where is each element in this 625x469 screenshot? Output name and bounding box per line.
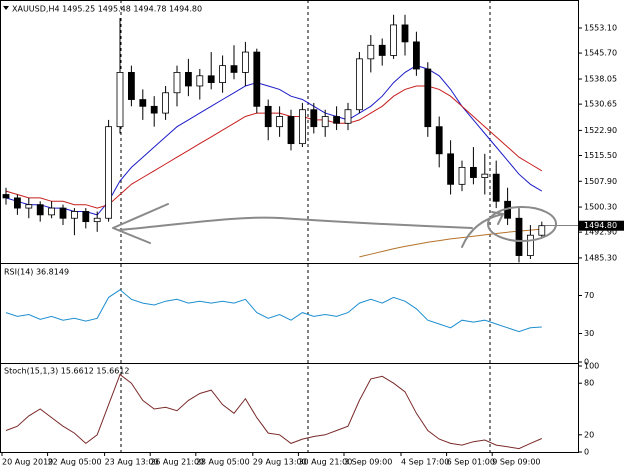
y-tick-label: 0 [584, 448, 589, 457]
y-tick-label: 0 [584, 358, 589, 367]
candle-body [298, 109, 306, 145]
indicator-line [5, 289, 542, 333]
x-tick-label: 6 Sep 01:00 [447, 458, 495, 467]
candle-body [424, 68, 432, 128]
ma-line [5, 85, 543, 209]
y-tick-label: 100 [584, 362, 599, 371]
frame [0, 0, 579, 453]
x-tick-label: 9 Sep 09:00 [492, 458, 540, 467]
y-tick-label: 1507.90 [584, 177, 617, 186]
y-tick-label: 1530.65 [584, 100, 617, 109]
candle-body [481, 173, 489, 178]
marks: 1553.10 1545.70 1538.05 1530.65 1522.90 1515.… [1, 14, 624, 467]
candle-body [230, 65, 238, 73]
current-price-box [579, 220, 624, 231]
candle-body [458, 166, 466, 185]
circle [487, 206, 557, 242]
x-tick-label: 30 Aug 21:00 [298, 458, 352, 467]
ma-line [359, 228, 542, 258]
indicator-line [5, 373, 542, 450]
candle-body [287, 116, 295, 145]
candle-body [253, 51, 261, 107]
panel-title: Stoch(15,1,3) 15.6612 15.6612 [4, 367, 130, 376]
candle-body [344, 109, 352, 124]
candle-body [321, 116, 329, 128]
y-tick-label: 1553.10 [584, 23, 617, 32]
y-tick-label: 80 [584, 379, 594, 388]
candle-body [527, 234, 534, 256]
candle-body [139, 99, 147, 107]
candle-body [264, 105, 272, 128]
y-tick-label: 30 [584, 329, 594, 338]
candle-body [71, 211, 78, 219]
candle-body [59, 207, 67, 219]
y-tick-label: 1515.50 [584, 151, 617, 160]
x-tick-label: 29 Aug 13:00 [253, 458, 307, 467]
candle-body [13, 197, 21, 209]
candle-body [538, 225, 546, 236]
y-tick-label: 1545.70 [584, 49, 617, 58]
candle-body [435, 126, 443, 155]
annotations [112, 203, 557, 248]
candle-body [310, 109, 318, 128]
candle-body [162, 92, 170, 114]
x-tick-label: 20 Aug 2019 [2, 458, 53, 467]
y-tick-label: 1538.05 [584, 75, 617, 84]
candle-body [447, 153, 455, 185]
candle-body [390, 24, 398, 56]
x-tick-label: 3 Sep 09:00 [344, 458, 392, 467]
candle-body [36, 204, 44, 216]
candle-body [116, 72, 124, 128]
current-price-label: 1494.80 [584, 221, 617, 230]
candle-body [219, 65, 227, 83]
candle-body [492, 173, 500, 202]
candle-body [207, 75, 215, 83]
candle-body [412, 41, 420, 70]
candle-body [105, 126, 112, 219]
candle-body [48, 207, 55, 216]
candle-body [196, 75, 204, 87]
y-tick-label: 1485.30 [584, 253, 617, 262]
candle-body [150, 105, 158, 114]
candle-body [2, 194, 10, 199]
y-tick-label: 70 [584, 291, 594, 300]
candle-body [401, 24, 409, 43]
ma-line [5, 65, 543, 216]
candle-body [93, 217, 101, 223]
candle-body [82, 211, 90, 223]
chart-title: XAUUSD,H4 1495.25 1495.48 1494.78 1494.8… [12, 5, 202, 14]
y-tick-label: 20 [584, 430, 594, 439]
candle-body [355, 58, 363, 111]
y-tick-label: 1522.90 [584, 126, 617, 135]
x-tick-label: 4 Sep 17:00 [401, 458, 449, 467]
x-tick-label: 23 Aug 13:00 [105, 458, 159, 467]
candle-body [367, 44, 375, 60]
candle-body [333, 116, 341, 124]
x-tick-label: 22 Aug 05:00 [48, 458, 102, 467]
x-tick-label: 26 Aug 21:00 [150, 458, 204, 467]
candle-body [127, 72, 135, 100]
menu-icon [3, 6, 9, 10]
y-tick-label: 1500.30 [584, 203, 617, 212]
y-tick-label: 1492.90 [584, 228, 617, 237]
candle-body [378, 44, 386, 56]
candle-body [241, 51, 249, 73]
candle-body [469, 166, 477, 178]
x-tick-label: 28 Aug 05:00 [196, 458, 250, 467]
drawn-line [119, 216, 473, 231]
panel-title: RSI(14) 36.8149 [4, 268, 69, 277]
candle-body [276, 116, 284, 128]
candle-body [515, 217, 523, 256]
candle-body [25, 204, 33, 209]
candle-body [173, 72, 181, 94]
candle-body [184, 72, 192, 87]
